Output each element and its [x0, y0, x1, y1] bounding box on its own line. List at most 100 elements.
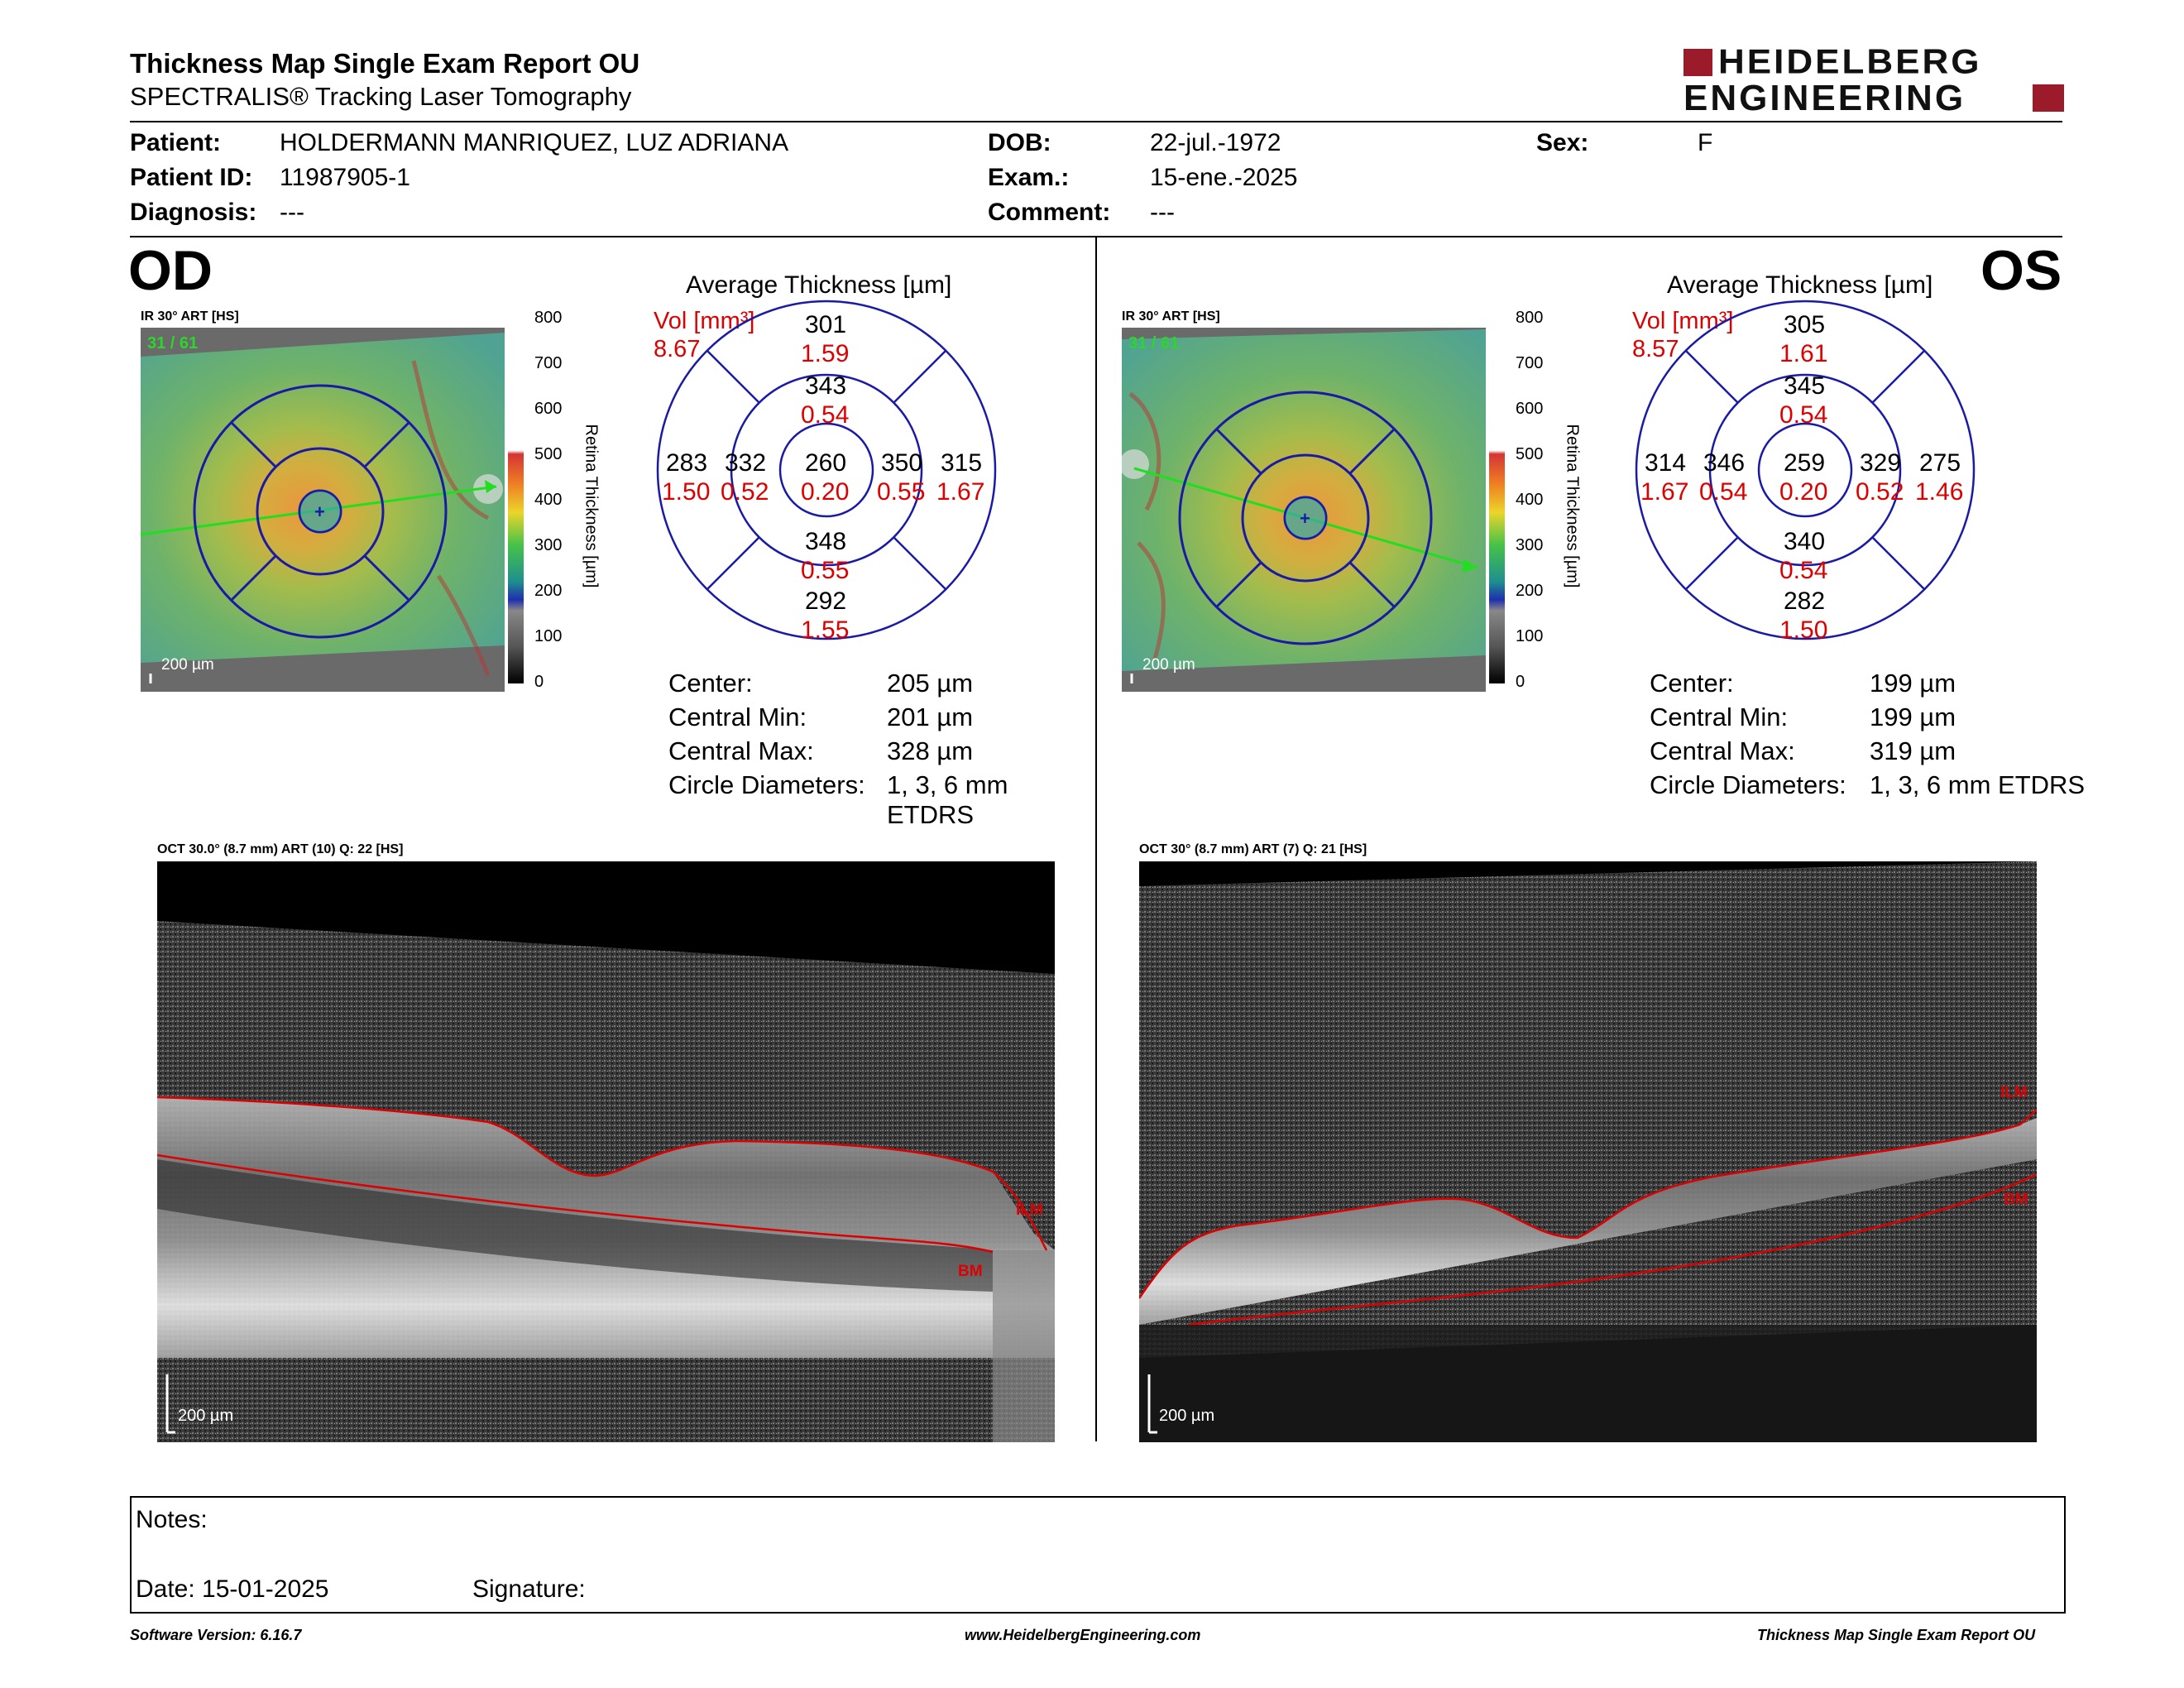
od-etdrs-grid — [656, 300, 997, 640]
patient-id-value: 11987905-1 — [280, 164, 410, 191]
od-tick-700: 700 — [534, 354, 563, 372]
heidelberg-logo: HEIDELBERG ENGINEERING — [1684, 42, 2064, 118]
os-stat-diam-value: 1, 3, 6 mm ETDRS — [1870, 770, 2086, 799]
od-colorbar — [508, 319, 524, 683]
eye-label-os: OS — [1980, 239, 2062, 302]
od-bm-label: BM — [958, 1263, 983, 1280]
logo-square-top — [1684, 49, 1712, 76]
os-frame-counter: 31 / 61 — [1128, 334, 1180, 352]
sex-label: Sex: — [1536, 129, 1589, 156]
footer-software-version: Software Version: 6.16.7 — [130, 1627, 302, 1643]
od-stat-max-value: 328 µm — [887, 736, 974, 765]
os-outer-right-thk: 275 — [1919, 449, 1961, 477]
od-outer-right-vol: 1.67 — [936, 478, 985, 506]
notes-label: Notes: — [136, 1506, 208, 1533]
os-inner-left-vol: 0.54 — [1699, 478, 1748, 506]
od-outer-inf-thk: 292 — [805, 587, 847, 615]
dob-value: 22-jul.-1972 — [1150, 129, 1281, 156]
signature-label: Signature: — [472, 1575, 586, 1603]
svg-text:+: + — [314, 501, 325, 522]
od-inner-sup-vol: 0.54 — [801, 401, 850, 429]
od-tick-0: 0 — [534, 673, 544, 691]
od-stat-diam-label: Circle Diameters: — [668, 770, 865, 799]
od-sectors: 301 1.59 343 0.54 283 1.50 332 0.52 260 … — [654, 296, 1018, 660]
od-outer-inf-vol: 1.55 — [801, 616, 850, 644]
os-ilm-label: ILM — [2000, 1084, 2028, 1101]
os-stats: Center: 199 µm Central Min: 199 µm Centr… — [1650, 669, 2096, 809]
os-vol-total: 8.57 — [1632, 336, 1679, 362]
header-divider-top — [130, 121, 2062, 122]
od-tick-800: 800 — [534, 309, 563, 327]
od-stat-min-label: Central Min: — [668, 703, 807, 731]
od-tick-400: 400 — [534, 491, 563, 509]
os-outer-sup-thk: 305 — [1784, 311, 1826, 338]
od-scale-bar: 200 µm — [161, 656, 214, 674]
eye-separator — [1095, 237, 1097, 1441]
os-colorbar-ticks: 800 700 600 500 400 300 200 100 0 — [1516, 309, 1549, 698]
eye-label-od: OD — [128, 239, 213, 302]
os-inner-inf-thk: 340 — [1784, 528, 1826, 555]
os-inner-right-thk: 329 — [1860, 449, 1902, 477]
os-tick-0: 0 — [1516, 673, 1525, 691]
date-label: Date: 15-01-2025 — [136, 1575, 329, 1603]
od-oct-label: OCT 30.0° (8.7 mm) ART (10) Q: 22 [HS] — [157, 842, 404, 856]
od-inner-left-thk: 332 — [725, 449, 767, 477]
od-inner-inf-thk: 348 — [805, 528, 847, 555]
os-sectors: 305 1.61 345 0.54 314 1.67 346 0.54 259 … — [1632, 296, 1996, 660]
od-inner-sup-thk: 343 — [805, 372, 847, 400]
od-ilm-label: ILM — [1016, 1201, 1043, 1219]
od-tick-100: 100 — [534, 627, 563, 645]
od-vol-label: Vol [mm³] — [654, 308, 755, 334]
od-outer-right-thk: 315 — [941, 449, 983, 477]
patient-label: Patient: — [130, 129, 222, 156]
os-center-vol: 0.20 — [1779, 478, 1828, 506]
diagnosis-value: --- — [280, 199, 304, 226]
os-colorbar — [1489, 319, 1505, 683]
os-tick-500: 500 — [1516, 445, 1544, 463]
os-tick-800: 800 — [1516, 309, 1544, 327]
od-stats: Center: 205 µm Central Min: 201 µm Centr… — [668, 669, 1099, 829]
os-stat-diam-label: Circle Diameters: — [1650, 770, 1846, 799]
patient-value: HOLDERMANN MANRIQUEZ, LUZ ADRIANA — [280, 129, 789, 156]
os-vol-label: Vol [mm³] — [1632, 308, 1734, 334]
os-avg-title: Average Thickness [µm] — [1667, 271, 1933, 299]
os-tick-700: 700 — [1516, 354, 1544, 372]
os-inner-right-vol: 0.52 — [1856, 478, 1904, 506]
os-stat-max-value: 319 µm — [1870, 736, 1956, 765]
od-stat-center-value: 205 µm — [887, 669, 974, 698]
exam-value: 15-ene.-2025 — [1150, 164, 1298, 191]
os-center-thk: 259 — [1784, 449, 1826, 477]
os-etdrs-grid — [1635, 300, 1976, 640]
os-scale-bar: 200 µm — [1142, 656, 1195, 674]
od-stat-center-label: Center: — [668, 669, 753, 698]
diagnosis-label: Diagnosis: — [130, 199, 257, 226]
os-outer-sup-vol: 1.61 — [1779, 340, 1828, 367]
footer-website: www.HeidelbergEngineering.com — [965, 1627, 1201, 1643]
od-inner-right-thk: 350 — [881, 449, 923, 477]
od-tick-500: 500 — [534, 445, 563, 463]
os-oct-scale-bar: 200 µm — [1159, 1407, 1215, 1425]
od-avg-title: Average Thickness [µm] — [686, 271, 952, 299]
od-outer-sup-thk: 301 — [805, 311, 847, 338]
os-oct-label: OCT 30° (8.7 mm) ART (7) Q: 21 [HS] — [1139, 842, 1367, 856]
logo-square-bottom — [2033, 84, 2064, 112]
od-tick-600: 600 — [534, 400, 563, 418]
os-ir-label: IR 30° ART [HS] — [1122, 309, 1220, 324]
os-oct-bscan — [1139, 861, 2037, 1442]
os-bm-label: BM — [2004, 1191, 2028, 1208]
od-inner-right-vol: 0.55 — [877, 478, 926, 506]
od-fundus-thickness-map: + — [141, 328, 505, 692]
os-outer-right-vol: 1.46 — [1915, 478, 1964, 506]
os-tick-100: 100 — [1516, 627, 1544, 645]
od-stat-min-value: 201 µm — [887, 703, 974, 731]
od-colorbar-title: Retina Thickness [µm] — [582, 424, 601, 588]
footer-report-name: Thickness Map Single Exam Report OU — [1757, 1627, 2036, 1643]
os-stat-max-label: Central Max: — [1650, 736, 1795, 765]
sex-value: F — [1698, 129, 1713, 156]
od-tick-300: 300 — [534, 536, 563, 554]
os-tick-600: 600 — [1516, 400, 1544, 418]
os-outer-left-vol: 1.67 — [1640, 478, 1689, 506]
logo-line1: HEIDELBERG — [1718, 42, 1982, 81]
od-frame-counter: 31 / 61 — [147, 334, 199, 352]
logo-line2: ENGINEERING — [1684, 78, 1966, 118]
